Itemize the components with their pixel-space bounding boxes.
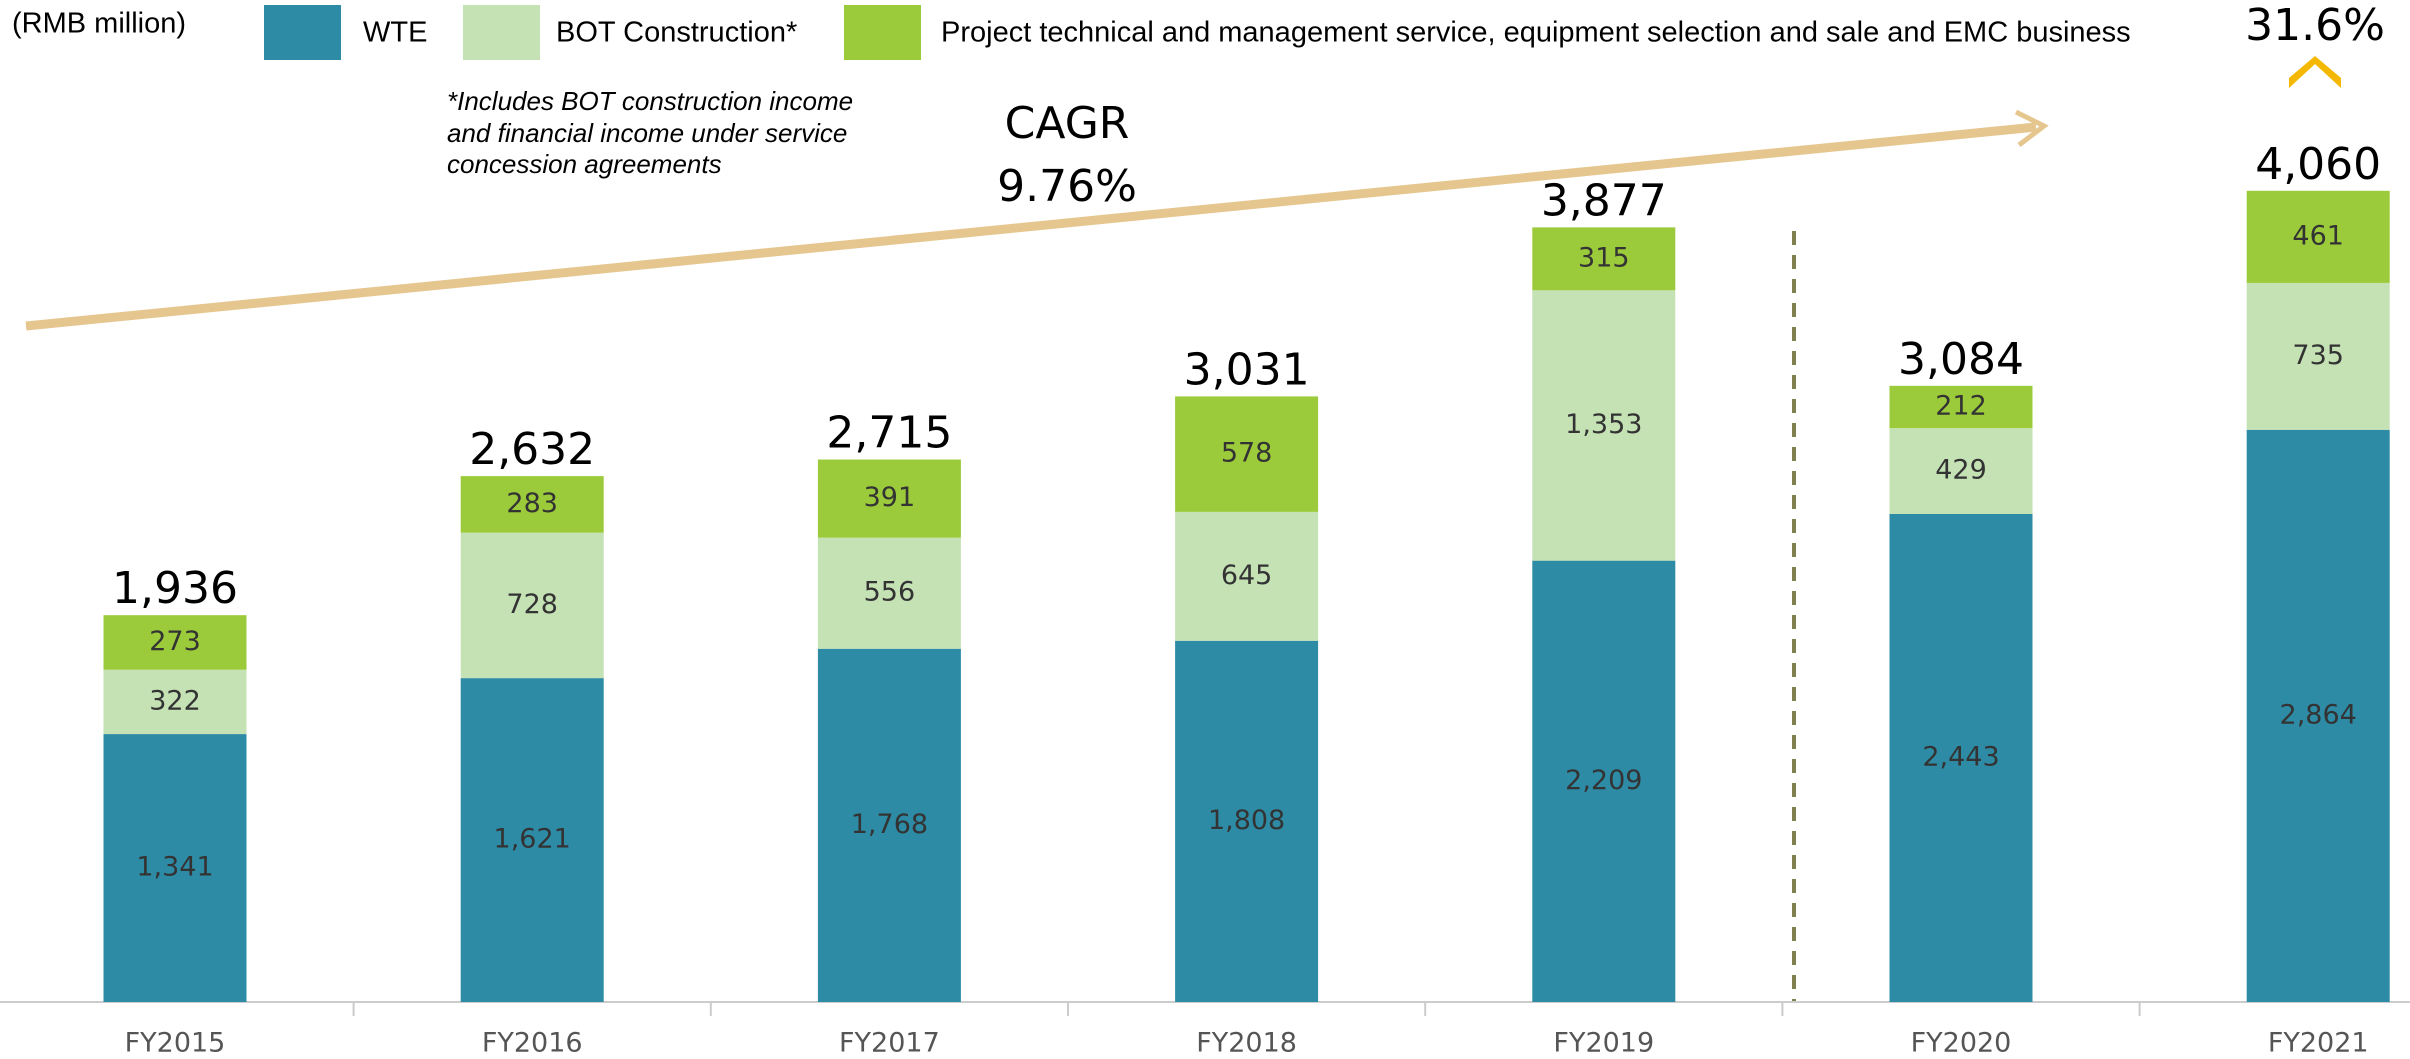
segment-label: 2,443 [1922, 741, 1999, 772]
segment-label: 2,209 [1565, 765, 1642, 796]
cagr-arrow [25, 122, 2037, 331]
segment-label: 735 [2292, 340, 2344, 371]
legend-label: BOT Construction* [556, 17, 797, 49]
bar-segment [817, 648, 961, 1002]
bar-segment [103, 734, 247, 1002]
bar-segment [103, 669, 247, 735]
segment-label: 728 [506, 589, 558, 620]
footnote: *Includes BOT construction income and fi… [447, 86, 853, 179]
segment-label: 1,341 [136, 852, 213, 883]
segment-label: 315 [1578, 242, 1630, 273]
bar-segment [817, 459, 961, 538]
segment-label: 578 [1221, 438, 1273, 469]
segment-label: 1,621 [494, 824, 571, 855]
x-tick-label: FY2017 [839, 1028, 940, 1059]
legend-label: WTE [363, 17, 427, 49]
segment-label: 322 [149, 685, 201, 716]
legend-label: Project technical and management service… [941, 17, 2131, 49]
bar-segment [1175, 640, 1319, 1002]
segment-label: 1,768 [851, 809, 928, 840]
x-tick-label: FY2021 [2268, 1028, 2369, 1059]
bar-segment [460, 678, 604, 1002]
growth-label: 31.6% [2245, 0, 2385, 51]
segment-label: 391 [864, 482, 916, 513]
segment-label: 283 [506, 488, 558, 519]
total-label: 3,031 [1184, 344, 1310, 395]
x-tick-label: FY2015 [125, 1028, 226, 1059]
bar-segment [817, 537, 961, 649]
bar-segment [103, 615, 247, 670]
segment-label: 461 [2292, 220, 2344, 251]
cagr-label: CAGR [1005, 98, 1130, 149]
bar-segment [2246, 190, 2390, 283]
bar-segment [460, 476, 604, 533]
bar-segment [1175, 396, 1319, 512]
bar-segment [2246, 282, 2390, 430]
bar-segment [1889, 428, 2033, 514]
segment-label: 1,808 [1208, 805, 1285, 836]
cagr-value: 9.76% [997, 161, 1137, 212]
x-tick-label: FY2019 [1553, 1028, 1654, 1059]
legend-swatch [463, 5, 540, 60]
segment-label: 429 [1935, 455, 1987, 486]
segment-label: 645 [1221, 560, 1273, 591]
bar-segment [1532, 290, 1676, 561]
footnote-line: *Includes BOT construction income [447, 86, 853, 116]
legend-swatch [264, 5, 341, 60]
total-label: 2,632 [469, 424, 595, 475]
segment-label: 556 [864, 577, 916, 608]
total-label: 1,936 [112, 563, 238, 614]
total-label: 2,715 [826, 408, 952, 459]
unit-label: (RMB million) [12, 8, 186, 40]
segment-label: 2,864 [2280, 699, 2357, 730]
x-tick-label: FY2018 [1196, 1028, 1297, 1059]
bar-segment [1889, 385, 2033, 429]
x-tick-label: FY2016 [482, 1028, 583, 1059]
legend-swatch [844, 5, 921, 60]
footnote-line: and financial income under service [447, 118, 847, 148]
bar-segment [1175, 511, 1319, 641]
segment-label: 212 [1935, 390, 1987, 421]
cagr-arrowhead [2014, 109, 2049, 147]
total-label: 3,877 [1541, 175, 1667, 226]
bar-segment [2246, 429, 2390, 1002]
growth-chevron [2289, 56, 2341, 88]
total-label: 3,084 [1898, 334, 2024, 385]
bar-segment [1532, 560, 1676, 1002]
bar-segment [1532, 227, 1676, 291]
segment-label: 1,353 [1565, 409, 1642, 440]
bar-segment [460, 532, 604, 679]
bar-segment [1889, 513, 2033, 1002]
x-tick-label: FY2020 [1911, 1028, 2012, 1059]
total-label: 4,060 [2255, 139, 2381, 190]
segment-label: 273 [149, 626, 201, 657]
footnote-line: concession agreements [447, 149, 722, 179]
